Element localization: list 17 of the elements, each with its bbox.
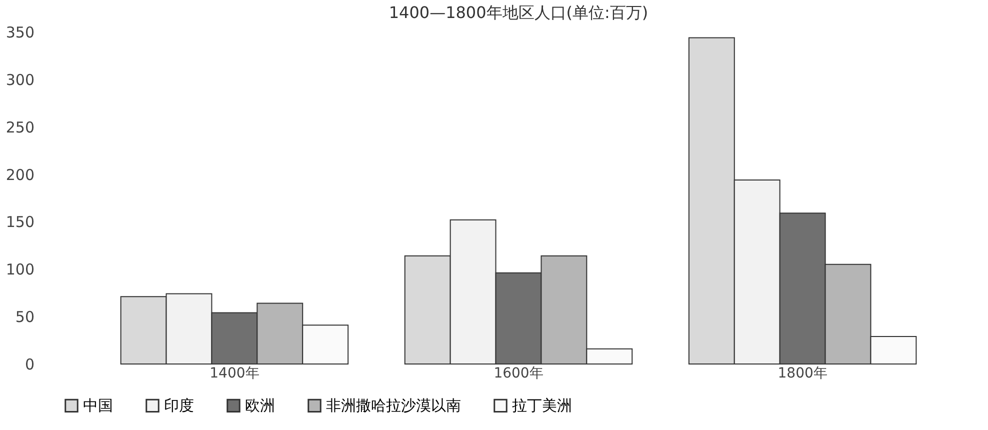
- legend-label: 欧洲: [245, 396, 275, 415]
- y-tick-label: 0: [24, 356, 34, 374]
- legend-label: 中国: [83, 396, 113, 415]
- x-tick-label: 1400年: [210, 366, 260, 382]
- y-tick-label: 300: [6, 70, 34, 89]
- legend-label: 非洲撒哈拉沙漠以南: [326, 396, 461, 415]
- y-tick-label: 200: [6, 166, 34, 184]
- legend-label: 印度: [164, 396, 194, 415]
- y-tick-label: 250: [6, 118, 34, 136]
- x-tick-label: 1800年: [778, 366, 828, 382]
- y-tick-label: 150: [6, 213, 34, 232]
- y-tick-label: 50: [15, 308, 34, 326]
- chart-title: 1400—1800年地区人口(单位:百万): [388, 3, 648, 22]
- legend-label: 拉丁美洲: [512, 396, 572, 415]
- x-tick-label: 1600年: [494, 366, 544, 382]
- y-tick-label: 350: [6, 24, 34, 42]
- y-tick-label: 100: [6, 260, 34, 279]
